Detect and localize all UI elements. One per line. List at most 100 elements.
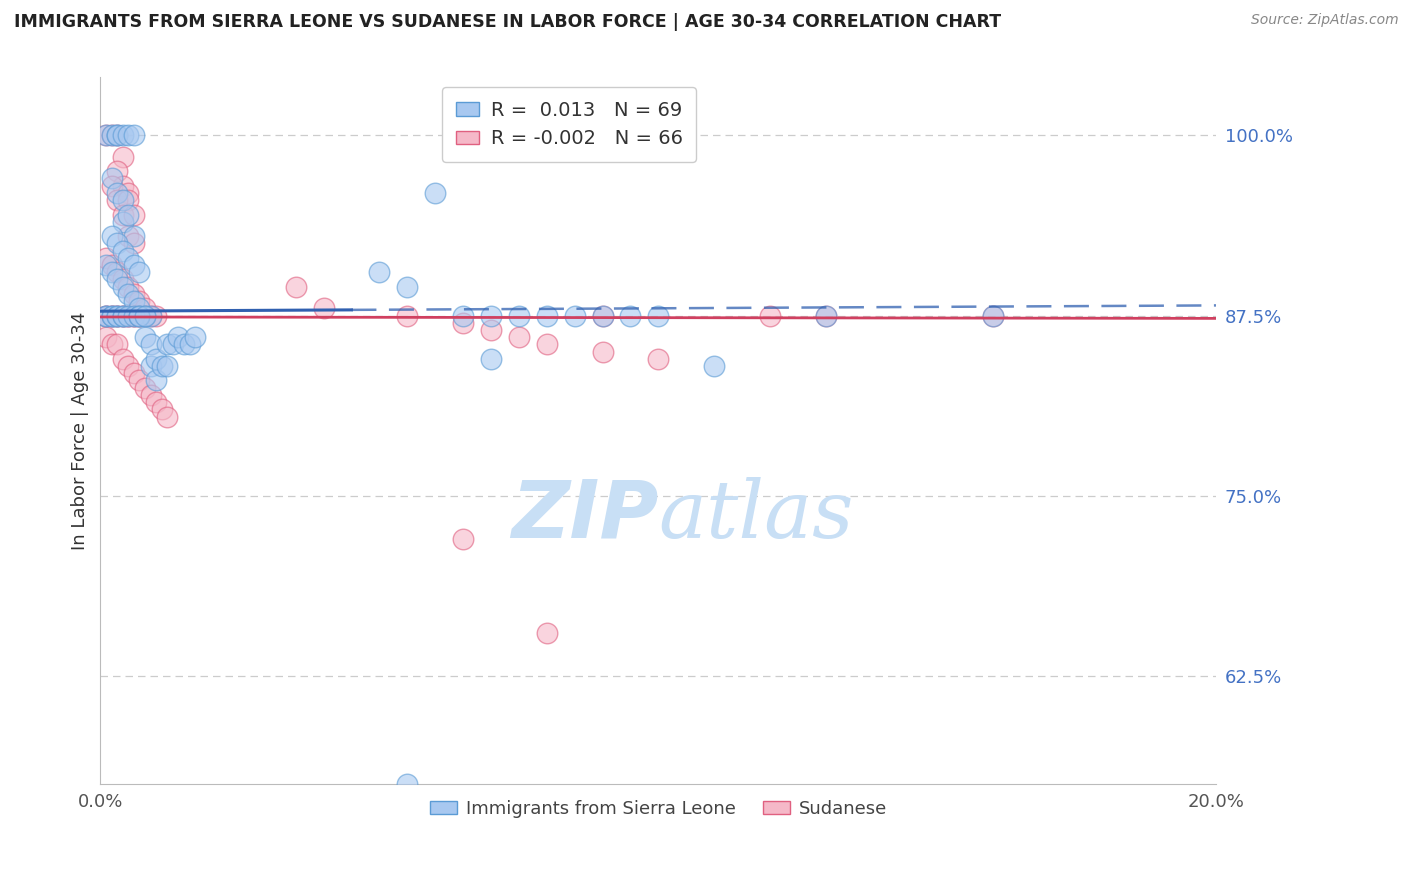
- Point: [536, 337, 558, 351]
- Point: [117, 279, 139, 293]
- Point: [111, 178, 134, 193]
- Point: [703, 359, 725, 373]
- Point: [111, 272, 134, 286]
- Point: [134, 309, 156, 323]
- Point: [173, 337, 195, 351]
- Point: [150, 359, 173, 373]
- Point: [451, 532, 474, 546]
- Point: [105, 128, 128, 143]
- Point: [94, 128, 117, 143]
- Point: [100, 309, 122, 323]
- Point: [128, 309, 150, 323]
- Point: [94, 309, 117, 323]
- Point: [105, 193, 128, 207]
- Point: [619, 309, 641, 323]
- Point: [117, 359, 139, 373]
- Point: [128, 309, 150, 323]
- Point: [139, 337, 162, 351]
- Point: [117, 309, 139, 323]
- Point: [105, 265, 128, 279]
- Point: [117, 186, 139, 200]
- Point: [111, 279, 134, 293]
- Point: [122, 258, 145, 272]
- Point: [150, 402, 173, 417]
- Point: [134, 309, 156, 323]
- Point: [128, 373, 150, 387]
- Text: IMMIGRANTS FROM SIERRA LEONE VS SUDANESE IN LABOR FORCE | AGE 30-34 CORRELATION : IMMIGRANTS FROM SIERRA LEONE VS SUDANESE…: [14, 13, 1001, 31]
- Point: [94, 330, 117, 344]
- Point: [94, 309, 117, 323]
- Point: [167, 330, 190, 344]
- Point: [647, 351, 669, 366]
- Point: [105, 236, 128, 251]
- Point: [479, 351, 502, 366]
- Point: [139, 309, 162, 323]
- Point: [479, 323, 502, 337]
- Point: [100, 337, 122, 351]
- Point: [145, 309, 167, 323]
- Point: [134, 309, 156, 323]
- Point: [122, 207, 145, 221]
- Point: [111, 309, 134, 323]
- Point: [111, 215, 134, 229]
- Point: [122, 128, 145, 143]
- Point: [105, 272, 128, 286]
- Point: [981, 309, 1004, 323]
- Point: [100, 265, 122, 279]
- Point: [536, 309, 558, 323]
- Point: [94, 251, 117, 265]
- Point: [100, 171, 122, 186]
- Point: [111, 309, 134, 323]
- Point: [105, 309, 128, 323]
- Point: [139, 388, 162, 402]
- Point: [592, 309, 614, 323]
- Legend: Immigrants from Sierra Leone, Sudanese: Immigrants from Sierra Leone, Sudanese: [422, 792, 894, 825]
- Point: [145, 395, 167, 409]
- Point: [111, 244, 134, 258]
- Point: [122, 309, 145, 323]
- Point: [128, 309, 150, 323]
- Point: [105, 309, 128, 323]
- Point: [122, 286, 145, 301]
- Point: [184, 330, 207, 344]
- Y-axis label: In Labor Force | Age 30-34: In Labor Force | Age 30-34: [72, 311, 89, 550]
- Point: [117, 309, 139, 323]
- Point: [117, 128, 139, 143]
- Text: atlas: atlas: [658, 477, 853, 555]
- Point: [105, 128, 128, 143]
- Point: [105, 309, 128, 323]
- Point: [759, 309, 782, 323]
- Point: [139, 359, 162, 373]
- Point: [122, 294, 145, 309]
- Point: [111, 128, 134, 143]
- Point: [179, 337, 201, 351]
- Point: [134, 381, 156, 395]
- Point: [128, 294, 150, 309]
- Point: [94, 309, 117, 323]
- Point: [156, 337, 179, 351]
- Point: [100, 128, 122, 143]
- Point: [508, 330, 530, 344]
- Point: [105, 128, 128, 143]
- Point: [128, 301, 150, 316]
- Point: [111, 207, 134, 221]
- Point: [111, 193, 134, 207]
- Point: [100, 128, 122, 143]
- Point: [396, 777, 419, 791]
- Point: [814, 309, 837, 323]
- Point: [117, 309, 139, 323]
- Text: ZIP: ZIP: [510, 476, 658, 555]
- Point: [122, 229, 145, 244]
- Point: [981, 309, 1004, 323]
- Point: [100, 309, 122, 323]
- Point: [94, 309, 117, 323]
- Point: [564, 309, 586, 323]
- Point: [128, 309, 150, 323]
- Point: [134, 330, 156, 344]
- Point: [100, 309, 122, 323]
- Point: [647, 309, 669, 323]
- Point: [94, 128, 117, 143]
- Point: [117, 286, 139, 301]
- Point: [100, 229, 122, 244]
- Point: [122, 366, 145, 380]
